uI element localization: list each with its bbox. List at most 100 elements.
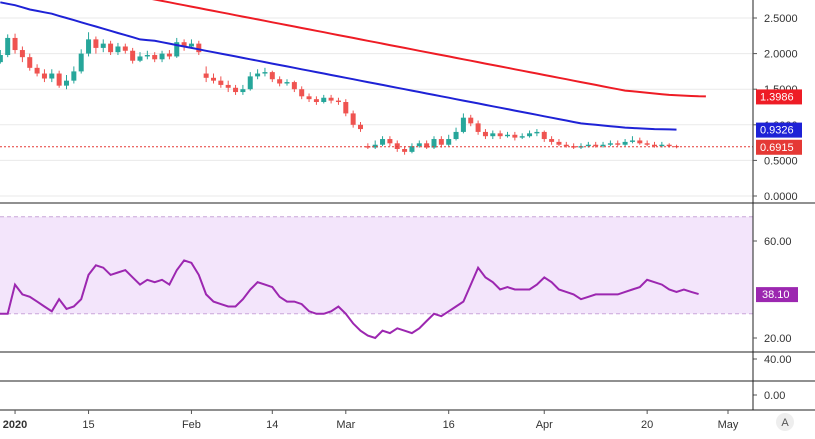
candle-body	[299, 89, 305, 97]
candle-body	[152, 55, 158, 60]
candle-body	[34, 67, 40, 74]
candle-body	[358, 124, 363, 130]
ma-slow-value-label-text: 1.3986	[760, 91, 794, 103]
time-tick-label: 14	[266, 419, 278, 431]
ma-fast-line	[0, 1, 677, 131]
price-pane[interactable]	[0, 0, 753, 203]
candle-body	[284, 82, 290, 84]
candle-body	[519, 136, 525, 138]
candle-body	[225, 84, 231, 88]
candle-body	[563, 144, 569, 147]
candle-body	[541, 131, 547, 140]
candle-body	[71, 71, 77, 81]
candle-body	[174, 42, 180, 57]
candle-body	[607, 143, 613, 145]
candle-body	[306, 96, 312, 100]
candle-body	[394, 143, 400, 150]
candle-body	[446, 139, 452, 145]
candle-body	[41, 73, 47, 79]
time-tick-label: May	[718, 419, 739, 431]
candle-body	[424, 143, 430, 148]
candle-body	[100, 43, 106, 48]
candle-body	[0, 55, 3, 63]
auto-scale-button-bg[interactable]	[776, 413, 794, 431]
candle-body	[108, 43, 114, 53]
candle-body	[460, 117, 466, 132]
candle-body	[12, 37, 18, 51]
price-tick-label: 2.5000	[764, 13, 798, 25]
price-tick-label: 0.0000	[764, 191, 798, 203]
candle-body	[233, 87, 239, 93]
candle-body	[365, 146, 371, 148]
ma-slow-line	[151, 0, 706, 98]
candle-body	[262, 72, 268, 74]
candle-body	[188, 43, 194, 47]
candle-body	[255, 73, 261, 77]
candle-body	[482, 131, 488, 137]
rsi-band	[0, 216, 753, 314]
candle-body	[130, 50, 136, 61]
candle-body	[277, 79, 283, 84]
time-axis[interactable]: 2020 15 Feb 14 Mar 16 Apr 20 May	[3, 410, 739, 431]
value-labels: 1.3986 0.9326 0.6915 38.10	[756, 89, 802, 303]
auto-scale-button-label[interactable]: A	[781, 417, 789, 429]
price-pane-bg	[0, 0, 753, 203]
candle-body	[372, 144, 378, 148]
time-tick-label: Mar	[336, 419, 355, 431]
candle-body	[64, 80, 69, 86]
candle-body	[343, 102, 349, 114]
candle-body	[181, 42, 187, 47]
candle-body	[218, 80, 224, 85]
candle-body	[600, 144, 606, 147]
last-price-value-label-text: 0.6915	[760, 142, 794, 154]
indicator-pane[interactable]: 40.00 0.00	[753, 354, 792, 402]
candle-body	[159, 53, 165, 60]
rsi-pane[interactable]	[0, 216, 753, 340]
time-tick-label: Apr	[536, 419, 553, 431]
candle-body	[335, 100, 341, 103]
candle-body	[497, 133, 503, 137]
candle-body	[166, 53, 172, 57]
candle-body	[86, 39, 92, 54]
candle-body	[115, 46, 121, 53]
candle-body	[505, 134, 510, 137]
candle-body	[527, 133, 533, 137]
candle-body	[203, 73, 209, 78]
candle-body	[615, 143, 621, 145]
candle-body	[534, 131, 540, 134]
candle-body	[19, 50, 25, 58]
candle-body	[49, 73, 55, 79]
auto-scale-button[interactable]: A	[776, 413, 794, 431]
ma-fast-value-label: 0.9326	[756, 122, 802, 138]
candle-body	[5, 37, 11, 56]
rsi-line	[0, 259, 699, 340]
candle-body	[137, 56, 143, 61]
candle-body	[78, 53, 84, 72]
candle-body	[291, 82, 297, 90]
candle-body	[549, 139, 555, 142]
rsi-tick-label: 60.00	[764, 236, 792, 248]
candle-body	[659, 144, 665, 147]
ma-slow-value-label-bg	[756, 89, 802, 105]
time-tick-label: Feb	[182, 419, 201, 431]
candle-body	[652, 144, 657, 147]
candle-body	[56, 73, 62, 86]
candle-body	[402, 149, 408, 152]
candle-body	[629, 140, 635, 142]
price-tick-label: 2.0000	[764, 49, 798, 61]
candle-body	[622, 141, 628, 145]
price-candles	[0, 32, 680, 155]
candle-body	[380, 139, 386, 145]
last-price-value-label-bg	[756, 139, 802, 155]
candle-body	[416, 143, 422, 147]
candle-body	[438, 139, 444, 145]
candle-body	[247, 76, 253, 90]
candle-body	[593, 144, 599, 147]
price-tick-label: 0.5000	[764, 155, 798, 167]
candle-body	[350, 113, 356, 125]
candle-body	[211, 77, 216, 81]
candle-body	[328, 97, 334, 101]
candle-body	[387, 139, 393, 144]
